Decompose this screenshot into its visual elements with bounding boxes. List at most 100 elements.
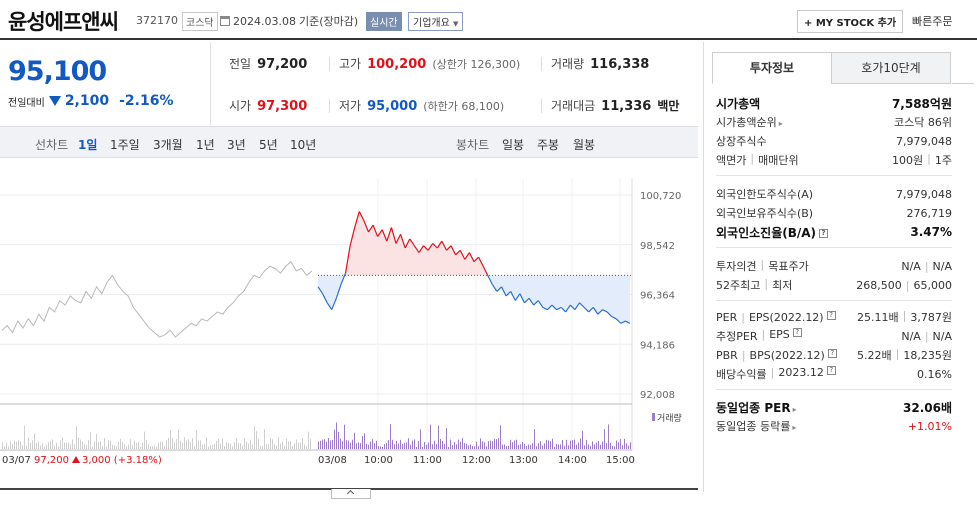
prev-volume-bar — [230, 443, 231, 449]
prev-volume-bar — [2, 442, 3, 449]
prev-volume-bar — [30, 442, 31, 449]
prev-volume-bar — [110, 440, 111, 449]
today-volume-bar — [580, 438, 581, 449]
today-line-segment — [404, 238, 411, 249]
stock-name: 윤성에프앤씨 — [8, 10, 119, 34]
today-volume-bar — [452, 445, 453, 449]
prev-volume-bar — [296, 439, 297, 449]
pbr-value: 5.22배 — [857, 349, 892, 362]
trade-basis: 기준(장마감) — [298, 15, 359, 28]
tab-1year[interactable]: 1년 — [196, 138, 215, 152]
dividend-label: 배당수익률 — [716, 368, 767, 381]
today-line-segment — [611, 315, 617, 320]
tab-underline — [952, 83, 974, 84]
stock-code: 372170 — [136, 14, 178, 27]
prev-volume-bar — [164, 445, 165, 449]
today-volume-bar — [416, 446, 417, 449]
today-volume-bar — [356, 443, 357, 449]
prev-volume-bar — [78, 437, 79, 449]
per-label: PER — [716, 310, 738, 324]
w52-high-value: 268,500 — [856, 278, 902, 292]
prev-volume-bar — [26, 445, 27, 449]
prev-volume-bar — [190, 441, 191, 449]
today-line-segment — [592, 307, 599, 315]
tab-10year[interactable]: 10년 — [290, 138, 317, 152]
today-line-segment — [381, 229, 388, 242]
mystock-add-button[interactable]: + MY STOCK 추가 — [797, 10, 904, 33]
prev-volume-bar — [170, 430, 171, 449]
today-line-segment — [372, 224, 379, 237]
info-icon[interactable]: ? — [826, 366, 836, 375]
today-volume-bar — [510, 439, 511, 449]
prev-day-change: 3,000 (+3.18%) — [82, 455, 162, 466]
today-volume-bar — [392, 439, 393, 449]
collapse-chart-button[interactable] — [331, 489, 371, 499]
prev-volume-bar — [68, 442, 69, 449]
separator: | — [741, 310, 745, 324]
foreign-ratio-label-wrap[interactable]: 외국인소진율(B/A)? — [716, 224, 829, 241]
today-volume-bar — [516, 439, 517, 449]
tab-monthly[interactable]: 월봉 — [573, 138, 596, 152]
prev-volume-bar — [258, 438, 259, 449]
prev-volume-bar — [284, 445, 285, 449]
tab-weekly[interactable]: 주봉 — [537, 138, 560, 152]
amount-unit: 백만 — [657, 99, 680, 113]
separator: | — [750, 152, 755, 165]
market-cap-rank-label-wrap[interactable]: 시가총액순위 ▸ — [716, 114, 783, 130]
tab-1week[interactable]: 1주일 — [110, 138, 140, 152]
today-volume-bar — [324, 439, 325, 449]
est-per-labels: 추정PER | EPS? — [716, 328, 802, 344]
info-icon[interactable]: ? — [826, 310, 836, 320]
info-icon[interactable]: ? — [819, 228, 829, 238]
chart-tabs: 선차트 1일 1주일 3개월 1년 3년 5년 10년 봉차트 일봉 주봉 월봉 — [0, 126, 698, 158]
chevron-down-icon: ▼ — [453, 20, 459, 28]
tab-order-book[interactable]: 호가10단계 — [831, 52, 951, 84]
tab-daily[interactable]: 일봉 — [502, 138, 525, 152]
tab-3month[interactable]: 3개월 — [153, 138, 183, 152]
company-overview-dropdown[interactable]: 기업개요 ▼ — [408, 12, 464, 31]
prev-volume-bar — [182, 442, 183, 449]
sector-change-label-wrap[interactable]: 동일업종 등락률 ▸ — [716, 418, 796, 434]
today-volume-bar — [446, 428, 447, 449]
per-eps-labels: PER | EPS (2022.12)? — [716, 310, 836, 324]
prev-volume-bar — [42, 443, 43, 449]
tab-5year[interactable]: 5년 — [259, 138, 278, 152]
today-line-segment — [436, 240, 443, 249]
tab-3year[interactable]: 3년 — [227, 138, 246, 152]
today-line-segment — [583, 306, 590, 313]
prev-volume-bar — [8, 446, 9, 449]
calendar-icon — [220, 16, 230, 26]
today-volume-bar — [332, 439, 333, 449]
tab-investment-info[interactable]: 투자정보 — [712, 52, 832, 84]
today-volume-bar — [468, 445, 469, 449]
today-volume-bar — [518, 445, 519, 449]
trade-date: 2024.03.08 — [233, 14, 296, 28]
prev-volume-bar — [236, 437, 237, 449]
today-volume-bar — [522, 442, 523, 449]
tab-1day[interactable]: 1일 — [78, 138, 98, 152]
today-line-segment — [446, 245, 452, 251]
prev-volume-bar — [160, 441, 161, 449]
sector-per-label-wrap[interactable]: 동일업종 PER ▸ — [716, 399, 797, 416]
prev-volume-bar — [238, 442, 239, 449]
est-per-values: N/A | N/A — [901, 330, 952, 343]
par-unit-values: 100원 | 1주 — [892, 152, 952, 168]
today-volume-bar — [350, 442, 351, 449]
info-icon[interactable]: ? — [792, 328, 802, 337]
info-icon[interactable]: ? — [827, 348, 837, 358]
realtime-button[interactable]: 실시간 — [366, 12, 402, 31]
prev-volume-bar — [28, 437, 29, 449]
volume-value: 116,338 — [590, 57, 650, 72]
quick-order-link[interactable]: 빠른주문 — [912, 15, 953, 28]
prev-volume-bar — [306, 446, 307, 449]
prev-volume-bar — [86, 444, 87, 449]
divider — [329, 57, 330, 71]
prev-volume-bar — [310, 438, 311, 449]
prev-volume-bar — [80, 439, 81, 449]
per-eps-values: 25.11배 | 3,787원 — [857, 309, 952, 325]
divider — [541, 57, 542, 71]
today-volume-bar — [486, 446, 487, 449]
today-line-segment — [565, 304, 571, 313]
prev-volume-bar — [112, 444, 113, 449]
today-volume-bar — [448, 446, 449, 449]
